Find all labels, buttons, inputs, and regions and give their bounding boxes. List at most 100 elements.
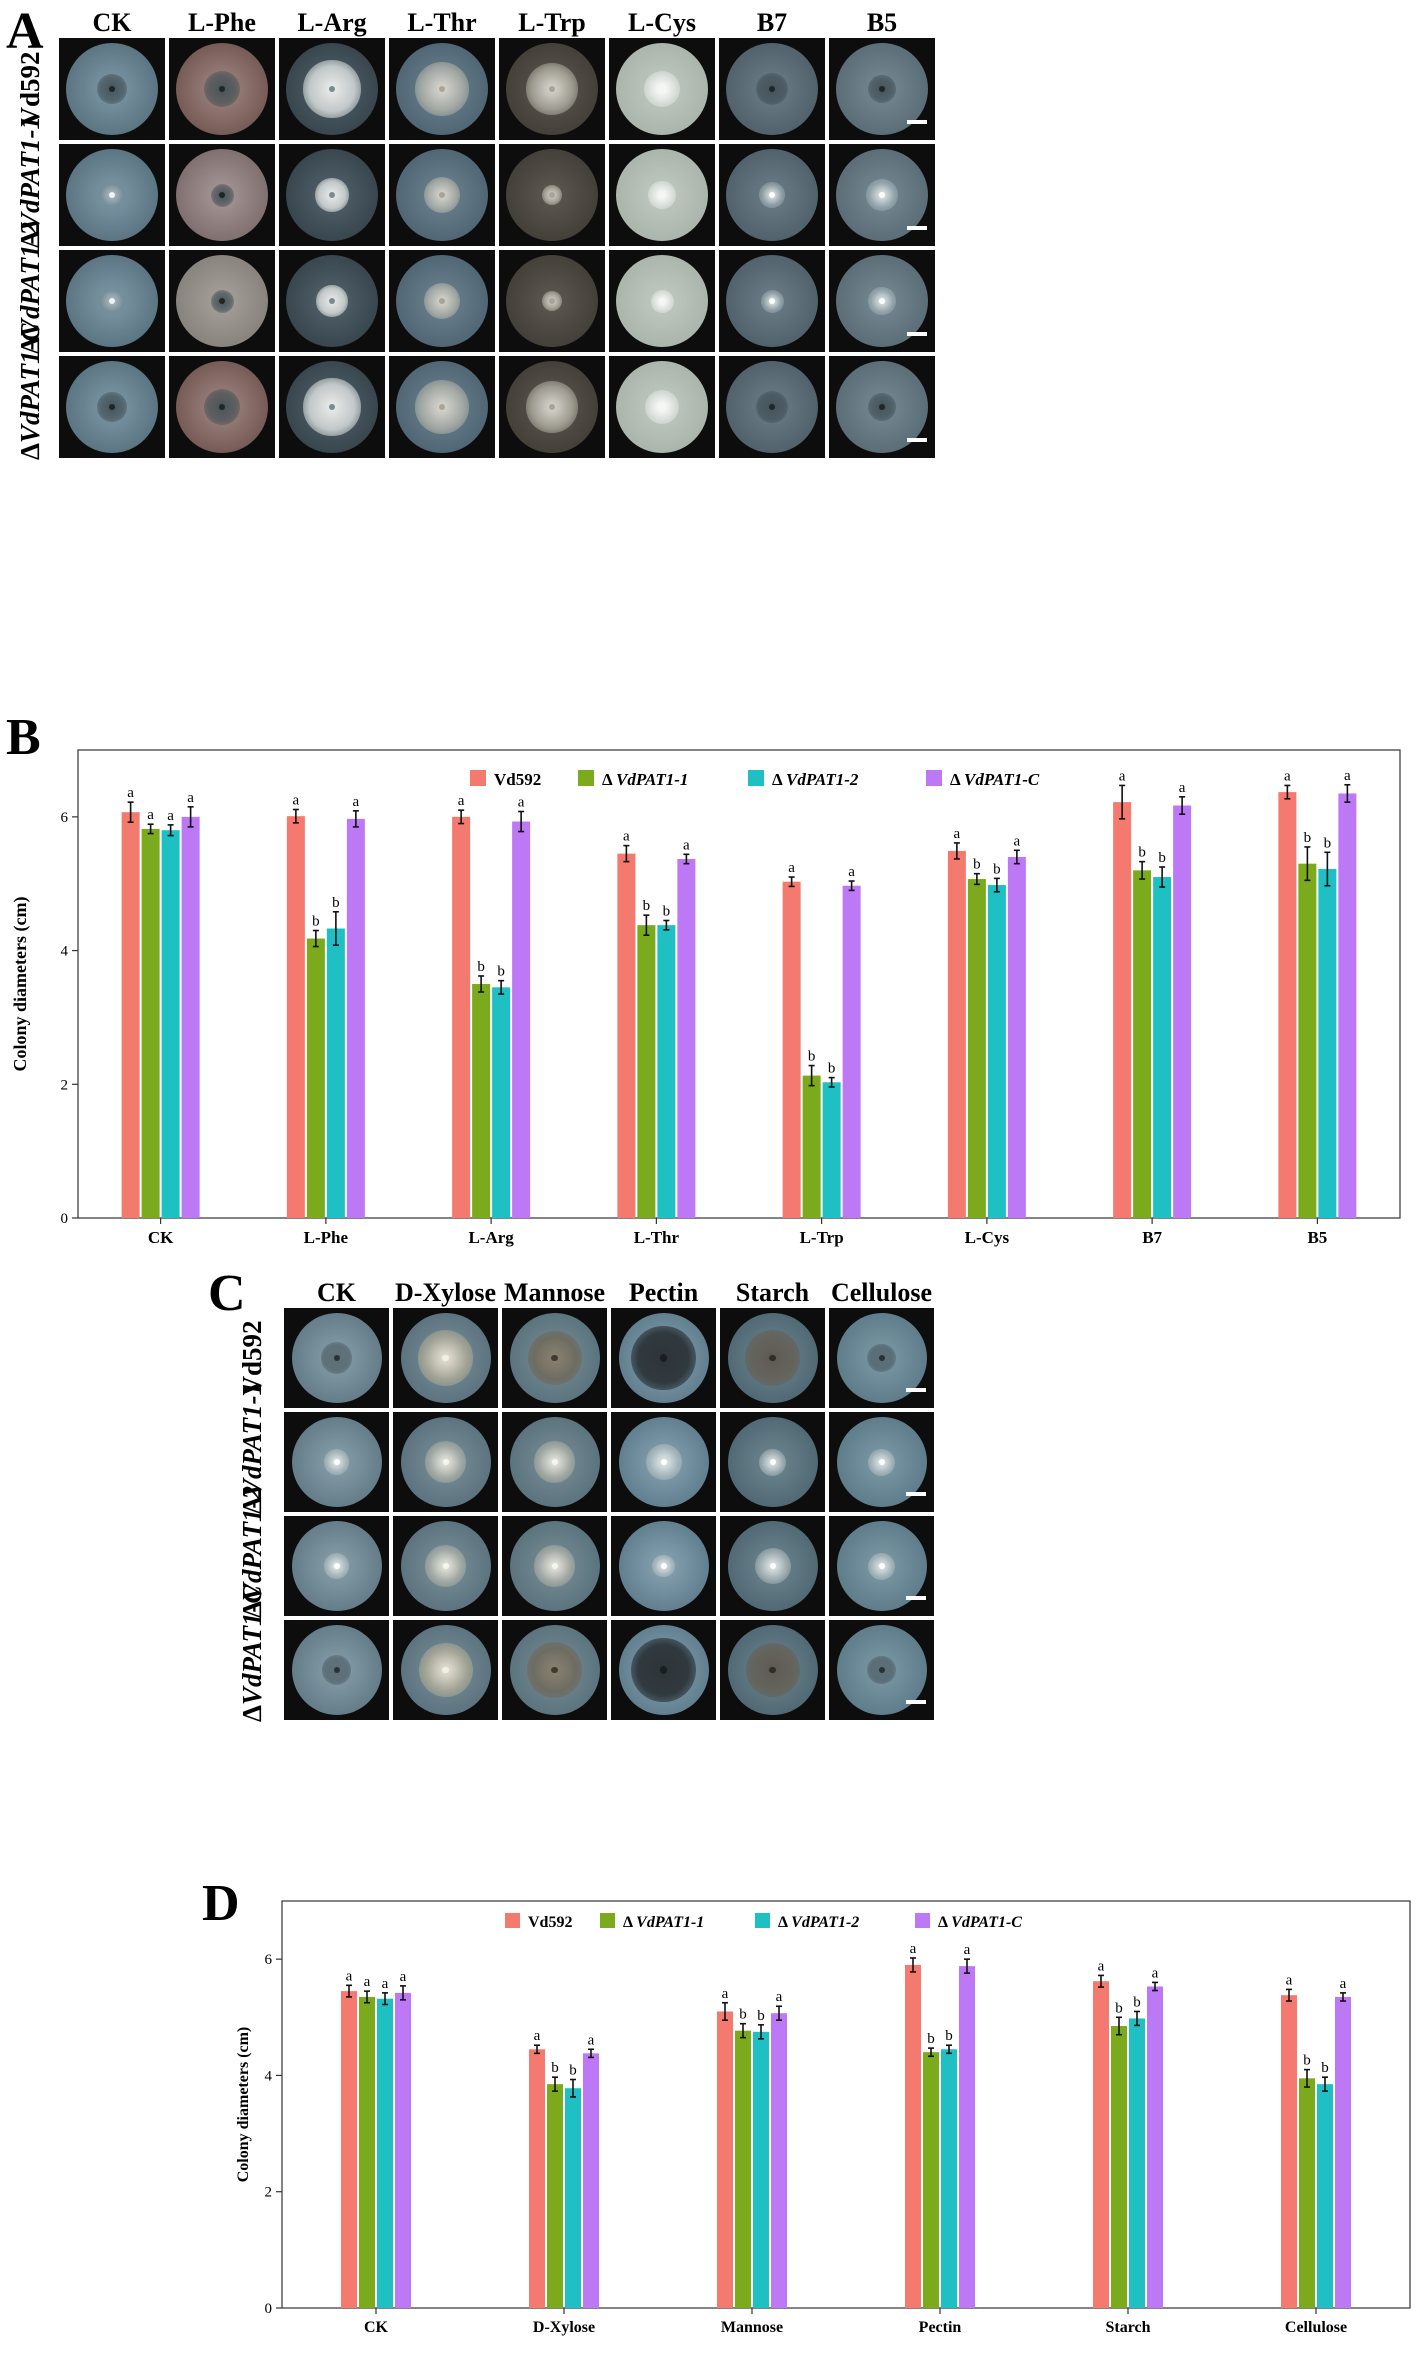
- plate-image: [169, 356, 275, 458]
- significance-letter: a: [1340, 1976, 1347, 1992]
- panel-letter-a: A: [6, 3, 44, 60]
- colony-center: [109, 86, 115, 92]
- plate-image: [609, 38, 715, 140]
- bar: [967, 879, 986, 1218]
- colony-center: [442, 1459, 449, 1465]
- significance-letter: b: [332, 895, 340, 911]
- column-header: B5: [866, 8, 898, 37]
- colony-center: [769, 86, 775, 92]
- bar: [941, 2049, 957, 2308]
- plate-image: [719, 144, 825, 246]
- significance-letter: b: [945, 2028, 953, 2044]
- bar: [512, 821, 531, 1218]
- significance-letter: a: [518, 795, 525, 811]
- bar: [529, 2049, 545, 2308]
- significance-letter: a: [400, 1969, 407, 1985]
- plate-image: [502, 1308, 607, 1408]
- y-tick-label: 2: [61, 1077, 69, 1093]
- column-header: Mannose: [503, 1278, 606, 1307]
- significance-letter: a: [623, 829, 630, 845]
- bar: [1335, 1996, 1351, 2308]
- colony-center: [879, 298, 885, 304]
- significance-letter: b: [993, 861, 1001, 877]
- plate-image: [609, 250, 715, 352]
- plate-image: [389, 250, 495, 352]
- legend-swatch: [755, 1913, 770, 1928]
- colony-center: [109, 298, 115, 304]
- colony-center: [328, 85, 336, 93]
- bar: [923, 2052, 939, 2308]
- plate-image: [829, 356, 935, 458]
- plate-image: [499, 144, 605, 246]
- plate-image: [499, 250, 605, 352]
- bar: [822, 1082, 841, 1218]
- plate-image: [59, 38, 165, 140]
- column-header: Starch: [735, 1278, 810, 1307]
- significance-letter: b: [739, 2007, 747, 2023]
- plate-image: [393, 1412, 498, 1512]
- plate-image: [393, 1620, 498, 1720]
- bar: [1298, 863, 1317, 1218]
- significance-letter: a: [954, 826, 961, 842]
- bar: [657, 925, 676, 1218]
- significance-letter: b: [927, 2031, 935, 2047]
- bar: [1111, 2026, 1127, 2308]
- significance-letter: a: [534, 2028, 541, 2044]
- significance-letter: a: [1179, 780, 1186, 796]
- bar: [617, 853, 636, 1218]
- bar: [637, 925, 656, 1218]
- row-label: ΔVdPAT1-C: [15, 323, 45, 460]
- colony-center: [549, 298, 555, 304]
- bar: [492, 987, 511, 1218]
- scale-bar: [907, 332, 927, 336]
- colony-center: [769, 298, 775, 304]
- column-header: L-Phe: [188, 8, 256, 37]
- colony-center: [333, 1563, 340, 1569]
- bar: [1173, 805, 1192, 1218]
- plate-image: [829, 250, 935, 352]
- significance-letter: b: [1321, 2060, 1329, 2076]
- legend-label: Vd592: [528, 1914, 572, 1931]
- legend-swatch: [505, 1913, 520, 1928]
- chart-d: 0 2 4 6 Colony diameters (cm) CK a a a a D-Xylose a…: [0, 1875, 1425, 2363]
- legend-label: Δ VdPAT1-2: [778, 1914, 859, 1931]
- colony-center: [328, 403, 336, 411]
- significance-letter: b: [663, 903, 671, 919]
- significance-letter: a: [1344, 768, 1351, 784]
- colony-center: [109, 404, 115, 410]
- x-tick-label: Cellulose: [1285, 2319, 1347, 2336]
- bar: [1147, 1986, 1163, 2308]
- significance-letter: a: [1119, 768, 1126, 784]
- plate-image: [502, 1516, 607, 1616]
- significance-letter: b: [569, 2062, 577, 2078]
- scale-bar: [906, 1596, 926, 1600]
- significance-letter: a: [848, 864, 855, 880]
- bar: [286, 816, 305, 1218]
- significance-letter: a: [364, 1974, 371, 1990]
- colony-center: [333, 1667, 340, 1673]
- significance-letter: b: [1158, 850, 1166, 866]
- significance-letter: a: [588, 2032, 595, 2048]
- legend-label: Vd592: [494, 770, 541, 789]
- colony-center: [438, 85, 446, 93]
- column-header: CK: [92, 8, 132, 37]
- column-header: CK: [317, 1278, 356, 1307]
- legend-label: Δ VdPAT1-C: [950, 770, 1040, 789]
- colony-center: [333, 1355, 340, 1361]
- scale-bar: [906, 1388, 926, 1392]
- column-header: L-Cys: [628, 8, 696, 37]
- plate-image: [829, 1516, 934, 1616]
- colony-center: [659, 298, 665, 304]
- colony-center: [548, 85, 556, 93]
- y-axis-label: Colony diameters (cm): [235, 2027, 252, 2183]
- legend-swatch: [926, 770, 942, 786]
- plate-image: [720, 1516, 825, 1616]
- column-header: D-Xylose: [394, 1278, 497, 1307]
- significance-letter: a: [167, 808, 174, 824]
- bar: [583, 2053, 599, 2308]
- colony-center: [439, 192, 445, 198]
- column-header: Cellulose: [830, 1278, 933, 1307]
- bar: [161, 830, 180, 1218]
- bar: [782, 881, 801, 1218]
